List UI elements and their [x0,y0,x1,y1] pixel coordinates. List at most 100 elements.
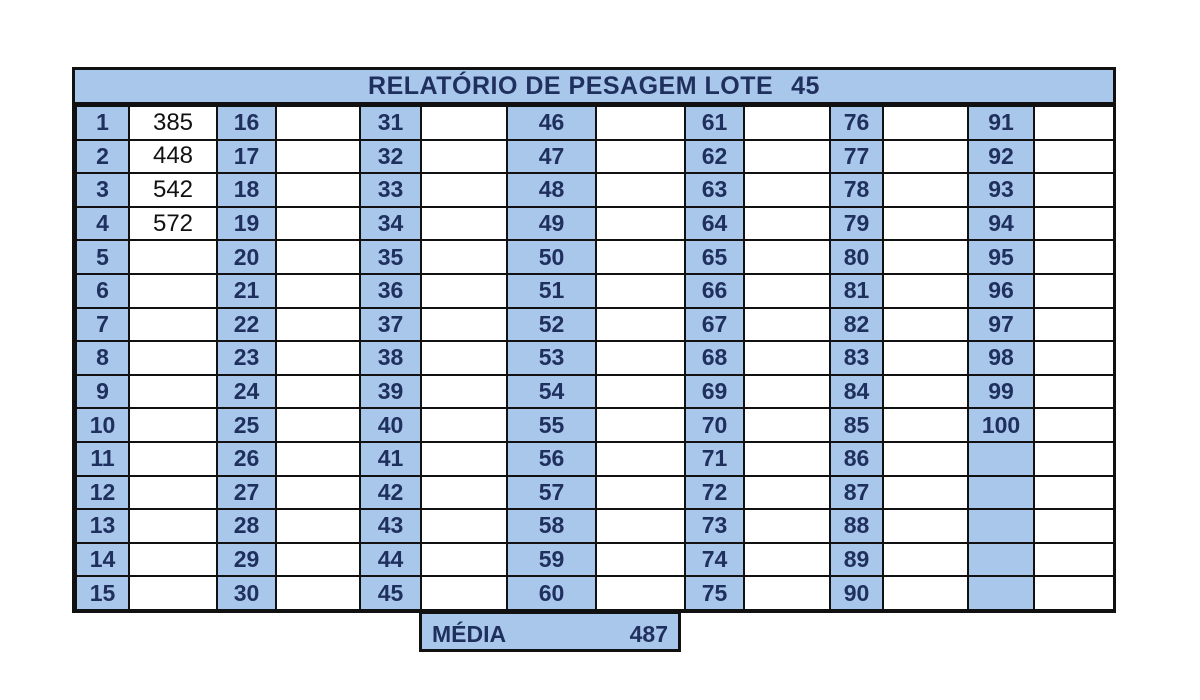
entry-weight-cell [882,273,969,309]
entry-number-cell: 54 [506,373,597,410]
entry-number-cell: 55 [506,407,597,443]
entry-number-cell: 91 [967,105,1035,141]
entry-weight-cell [275,474,361,511]
entry-weight-cell [882,441,969,477]
entry-number-cell: 37 [359,306,422,343]
entry-weight-cell [420,541,508,578]
entry-number-cell: 31 [359,105,422,141]
entry-number-cell: 2 [75,138,130,175]
entry-number-cell: 65 [684,239,745,275]
entry-number-cell: 40 [359,407,422,443]
entry-weight-cell [420,205,508,242]
entry-weight-cell [275,138,361,175]
entry-number-cell: 46 [506,105,597,141]
entry-weight-cell [128,340,218,376]
entry-weight-cell [882,172,969,208]
entry-weight-cell [882,541,969,578]
entry-number-cell: 52 [506,306,597,343]
entry-number-cell: 59 [506,541,597,578]
entry-number-cell: 84 [829,373,884,410]
report-title-bar: RELATÓRIO DE PESAGEM LOTE 45 [75,70,1113,105]
entry-number-cell [967,508,1035,544]
entry-weight-cell: 448 [128,138,218,175]
entry-weight-cell [743,441,831,477]
entry-weight-cell [275,273,361,309]
entry-weight-cell [595,105,686,141]
entry-number-cell: 93 [967,172,1035,208]
entry-weight-cell [882,508,969,544]
entry-number-cell: 19 [216,205,277,242]
entry-number-cell: 76 [829,105,884,141]
entry-number-cell: 36 [359,273,422,309]
entry-number-cell: 81 [829,273,884,309]
entry-weight-cell [882,407,969,443]
entry-number-cell: 67 [684,306,745,343]
entry-weight-cell [743,541,831,578]
entry-weight-cell [275,340,361,376]
entry-number-cell: 70 [684,407,745,443]
entry-number-cell: 25 [216,407,277,443]
entry-number-cell: 39 [359,373,422,410]
entry-number-cell: 16 [216,105,277,141]
entry-number-cell: 3 [75,172,130,208]
entry-weight-cell [1033,205,1115,242]
entry-weight-cell [595,575,686,611]
entry-weight-cell [420,306,508,343]
entry-weight-cell [882,373,969,410]
entry-number-cell: 27 [216,474,277,511]
entry-weight-cell [743,373,831,410]
entry-number-cell: 41 [359,441,422,477]
entry-number-cell: 11 [75,441,130,477]
entry-number-cell: 63 [684,172,745,208]
entry-number-cell: 77 [829,138,884,175]
entry-number-cell: 80 [829,239,884,275]
entry-number-cell: 42 [359,474,422,511]
entry-weight-cell [420,508,508,544]
entry-weight-cell [1033,239,1115,275]
entry-weight-cell [1033,105,1115,141]
entry-number-cell: 96 [967,273,1035,309]
entry-weight-cell: 542 [128,172,218,208]
entry-number-cell: 29 [216,541,277,578]
weighing-report-sheet: RELATÓRIO DE PESAGEM LOTE 45 1 385 2 448 3 54… [72,67,1116,613]
entry-weight-cell [882,306,969,343]
entry-weight-cell [128,373,218,410]
entry-weight-cell [1033,508,1115,544]
entry-weight-cell [420,138,508,175]
entry-weight-cell [743,575,831,611]
entry-weight-cell [275,541,361,578]
entry-number-cell: 26 [216,441,277,477]
entry-weight-cell [128,273,218,309]
entry-number-cell: 24 [216,373,277,410]
entry-number-cell [967,541,1035,578]
entry-number-cell: 49 [506,205,597,242]
entry-weight-cell [420,407,508,443]
entry-number-cell: 89 [829,541,884,578]
entry-weight-cell [275,508,361,544]
entry-number-cell: 20 [216,239,277,275]
entry-number-cell: 90 [829,575,884,611]
entry-number-cell: 61 [684,105,745,141]
entry-weight-cell [595,239,686,275]
entry-weight-cell [275,306,361,343]
entry-number-cell: 99 [967,373,1035,410]
entry-weight-cell [420,239,508,275]
entry-weight-cell [1033,541,1115,578]
entry-number-cell: 34 [359,205,422,242]
entry-weight-cell [595,306,686,343]
entry-weight-cell [595,340,686,376]
entry-number-cell: 97 [967,306,1035,343]
entry-weight-cell [275,105,361,141]
entry-number-cell: 75 [684,575,745,611]
entry-weight-cell [882,205,969,242]
average-box: MÉDIA 487 [419,611,681,652]
entry-weight-cell [743,205,831,242]
entry-number-cell [967,474,1035,511]
entry-weight-cell [128,508,218,544]
entry-weight-cell [882,474,969,511]
entry-weight-cell [128,474,218,511]
entry-number-cell: 100 [967,407,1035,443]
entry-number-cell: 87 [829,474,884,511]
entry-number-cell: 14 [75,541,130,578]
entry-number-cell: 10 [75,407,130,443]
